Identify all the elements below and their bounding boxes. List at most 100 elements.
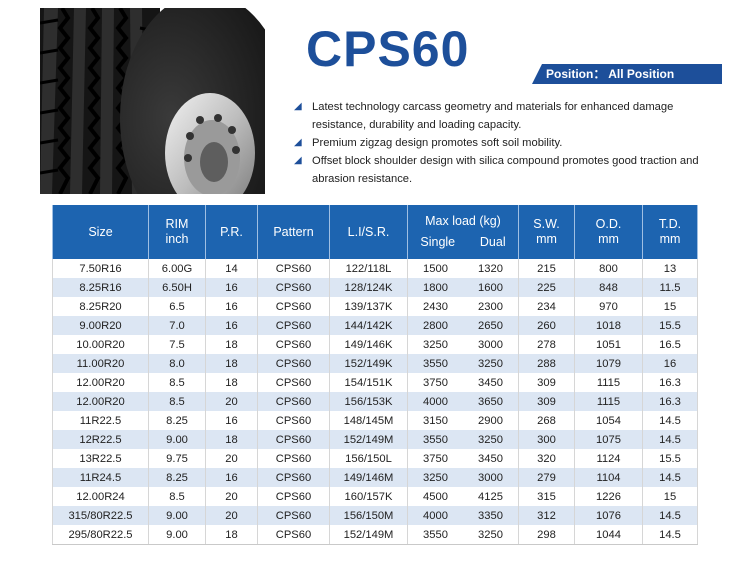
- cell-pattern: CPS60: [257, 373, 330, 392]
- cell-pr: 16: [205, 411, 258, 430]
- cell-td: 15.5: [642, 449, 698, 468]
- cell-td: 15.5: [642, 316, 698, 335]
- header-pattern: Pattern: [257, 205, 330, 259]
- position-badge: Position： All Position: [532, 64, 722, 84]
- cell-pattern: CPS60: [257, 525, 330, 545]
- table-row: 12.00R24 8.5 20 CPS60 160/157K 4500 4125 315 122…: [52, 487, 698, 506]
- table-row: 11R22.5 8.25 16 CPS60 148/145M 3150 2900 268 105…: [52, 411, 698, 430]
- cell-li-sr: 156/150M: [329, 506, 408, 525]
- table-row: 315/80R22.5 9.00 20 CPS60 156/150M 4000 3350 31…: [52, 506, 698, 525]
- cell-sw: 298: [518, 525, 575, 545]
- cell-size: 11R22.5: [52, 411, 149, 430]
- cell-pr: 16: [205, 316, 258, 335]
- header-sw: S.W. mm: [518, 205, 575, 259]
- cell-li-sr: 144/142K: [329, 316, 408, 335]
- header-od-line2: mm: [598, 232, 619, 246]
- cell-pr: 14: [205, 259, 258, 278]
- cell-rim: 7.0: [148, 316, 206, 335]
- cell-rim: 8.25: [148, 468, 206, 487]
- header-max-load-sub: Single Dual: [408, 235, 518, 250]
- cell-od: 1075: [574, 430, 643, 449]
- cell-sw: 279: [518, 468, 575, 487]
- cell-pr: 16: [205, 297, 258, 316]
- cell-li-sr: 160/157K: [329, 487, 408, 506]
- cell-pr: 20: [205, 506, 258, 525]
- feature-item: ◢ Offset block shoulder design with sili…: [292, 152, 712, 188]
- cell-rim: 7.5: [148, 335, 206, 354]
- cell-single-load: 4500: [423, 490, 448, 503]
- cell-od: 1226: [574, 487, 643, 506]
- cell-dual-load: 3650: [478, 395, 503, 408]
- cell-td: 14.5: [642, 525, 698, 545]
- cell-od: 1051: [574, 335, 643, 354]
- cell-pattern: CPS60: [257, 259, 330, 278]
- table-row: 295/80R22.5 9.00 18 CPS60 152/149M 3550 3250 29…: [52, 525, 698, 545]
- cell-size: 7.50R16: [52, 259, 149, 278]
- cell-li-sr: 152/149K: [329, 354, 408, 373]
- header-rim: RIM inch: [148, 205, 206, 259]
- cell-max-load: 4500 4125: [407, 487, 519, 506]
- cell-dual-load: 2300: [478, 300, 503, 313]
- cell-max-load: 3550 3250: [407, 430, 519, 449]
- cell-pattern: CPS60: [257, 354, 330, 373]
- cell-rim: 8.5: [148, 487, 206, 506]
- cell-li-sr: 154/151K: [329, 373, 408, 392]
- cell-li-sr: 148/145M: [329, 411, 408, 430]
- feature-item: ◢ Latest technology carcass geometry and…: [292, 98, 712, 134]
- cell-td: 16.3: [642, 392, 698, 411]
- bullet-icon: ◢: [294, 101, 302, 112]
- cell-pattern: CPS60: [257, 316, 330, 335]
- header-dual: Dual: [479, 235, 506, 249]
- header-li-sr: L.I/S.R.: [329, 205, 408, 259]
- cell-size: 11R24.5: [52, 468, 149, 487]
- table-row: 8.25R16 6.50H 16 CPS60 128/124K 1800 1600 225 84…: [52, 278, 698, 297]
- cell-dual-load: 3250: [478, 357, 503, 370]
- cell-pattern: CPS60: [257, 468, 330, 487]
- cell-pattern: CPS60: [257, 335, 330, 354]
- header-td-line1: T.D.: [658, 217, 682, 231]
- cell-sw: 288: [518, 354, 575, 373]
- cell-dual-load: 3450: [478, 452, 503, 465]
- cell-rim: 6.5: [148, 297, 206, 316]
- cell-pr: 20: [205, 487, 258, 506]
- cell-sw: 315: [518, 487, 575, 506]
- cell-li-sr: 156/150L: [329, 449, 408, 468]
- cell-pr: 16: [205, 468, 258, 487]
- cell-td: 14.5: [642, 411, 698, 430]
- cell-td: 14.5: [642, 430, 698, 449]
- cell-od: 1115: [574, 373, 643, 392]
- cell-td: 16: [642, 354, 698, 373]
- cell-td: 14.5: [642, 506, 698, 525]
- cell-single-load: 2800: [423, 319, 448, 332]
- cell-size: 9.00R20: [52, 316, 149, 335]
- header-rim-line1: RIM: [165, 217, 189, 231]
- cell-size: 10.00R20: [52, 335, 149, 354]
- header-pr: P.R.: [205, 205, 258, 259]
- cell-pr: 18: [205, 335, 258, 354]
- cell-li-sr: 152/149M: [329, 525, 408, 545]
- cell-od: 1079: [574, 354, 643, 373]
- cell-sw: 309: [518, 392, 575, 411]
- cell-td: 13: [642, 259, 698, 278]
- cell-size: 12.00R24: [52, 487, 149, 506]
- cell-dual-load: 3250: [478, 528, 503, 541]
- header-td: T.D. mm: [642, 205, 698, 259]
- cell-single-load: 3550: [423, 433, 448, 446]
- cell-sw: 234: [518, 297, 575, 316]
- cell-pr: 18: [205, 354, 258, 373]
- cell-single-load: 3550: [423, 357, 448, 370]
- cell-size: 12.00R20: [52, 392, 149, 411]
- table-row: 11R24.5 8.25 16 CPS60 149/146M 3250 3000 279 110…: [52, 468, 698, 487]
- tire-illustration: [40, 8, 265, 194]
- cell-max-load: 3150 2900: [407, 411, 519, 430]
- feature-list: ◢ Latest technology carcass geometry and…: [292, 98, 712, 188]
- cell-sw: 309: [518, 373, 575, 392]
- header-max-load: Max load (kg) Single Dual: [407, 205, 519, 259]
- table-row: 12.00R20 8.5 20 CPS60 156/153K 4000 3650 309 111…: [52, 392, 698, 411]
- header-td-line2: mm: [659, 232, 681, 246]
- cell-rim: 8.5: [148, 373, 206, 392]
- cell-sw: 320: [518, 449, 575, 468]
- cell-td: 15: [642, 297, 698, 316]
- cell-max-load: 3750 3450: [407, 373, 519, 392]
- cell-max-load: 3250 3000: [407, 468, 519, 487]
